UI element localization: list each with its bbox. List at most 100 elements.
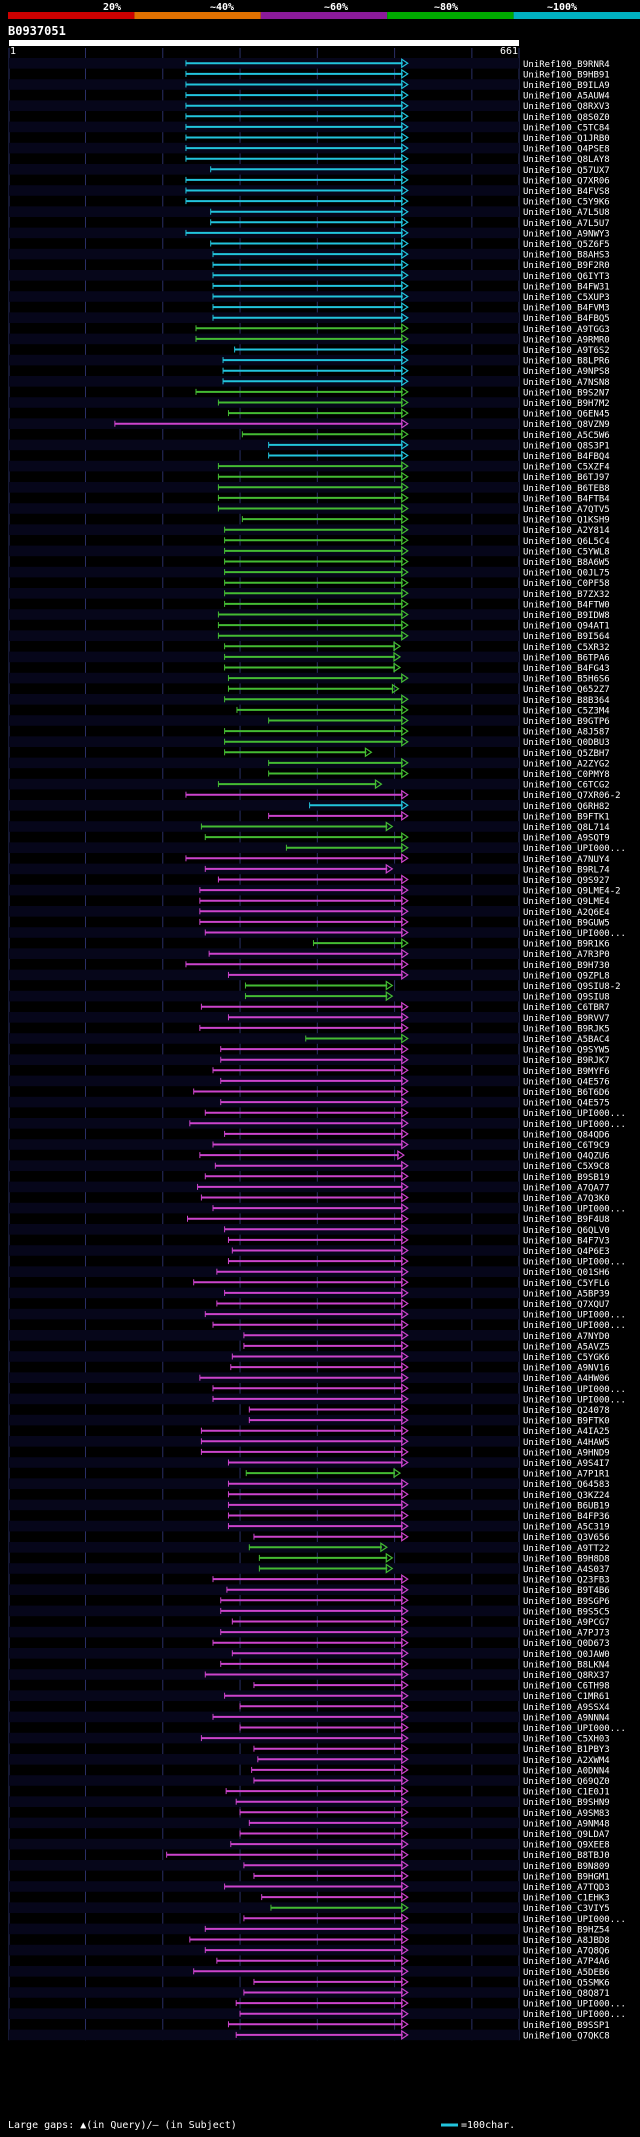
hit-label[interactable]: UniRef100_UPI000... [523, 844, 626, 854]
hit-row[interactable]: UniRef100_A2Q6E4 [9, 906, 610, 918]
hit-label[interactable]: UniRef100_UPI000... [523, 1321, 626, 1331]
hit-row[interactable]: UniRef100_B9RJK5 [199, 1022, 610, 1035]
hit-label[interactable]: UniRef100_B9S5C5 [523, 1607, 610, 1617]
hit-label[interactable]: UniRef100_B7ZX32 [523, 590, 610, 600]
hit-row[interactable]: UniRef100_A9NNN4 [9, 1711, 610, 1724]
hit-label[interactable]: UniRef100_A7P1R1 [523, 1470, 610, 1480]
hit-label[interactable]: UniRef100_Q9LME4 [523, 897, 610, 907]
hit-label[interactable]: UniRef100_A7R3P0 [523, 950, 610, 960]
hit-label[interactable]: UniRef100_B9F4U8 [523, 1215, 610, 1225]
hit-row[interactable]: UniRef100_B9S5C5 [9, 1605, 610, 1618]
hit-label[interactable]: UniRef100_Q9XEE8 [523, 1841, 610, 1851]
hit-row[interactable]: UniRef100_C0PMY8 [268, 768, 610, 781]
hit-row[interactable]: UniRef100_C5Y9K6 [185, 195, 610, 208]
hit-label[interactable]: UniRef100_UPI000... [523, 1311, 626, 1321]
hit-label[interactable]: UniRef100_A8JBD8 [523, 1936, 610, 1946]
hit-label[interactable]: UniRef100_UPI000... [523, 1915, 626, 1925]
hit-label[interactable]: UniRef100_B9SB19 [523, 1173, 610, 1183]
hit-row[interactable]: UniRef100_B1PBY3 [253, 1743, 610, 1756]
hit-label[interactable]: UniRef100_A8J587 [523, 728, 610, 738]
hit-label[interactable]: UniRef100_B8A6W5 [523, 558, 610, 568]
hit-row[interactable]: UniRef100_A9PCG7 [231, 1616, 610, 1629]
hit-label[interactable]: UniRef100_B9S2N7 [523, 388, 610, 398]
hit-row[interactable]: UniRef100_Q8S3P1 [9, 439, 610, 452]
hit-label[interactable]: UniRef100_Q1KSH9 [523, 516, 610, 526]
hit-label[interactable]: UniRef100_A9SM83 [523, 1809, 610, 1819]
hit-row[interactable]: UniRef100_Q4E576 [9, 1075, 610, 1088]
hit-row[interactable]: UniRef100_Q4E575 [9, 1096, 610, 1109]
hit-label[interactable]: UniRef100_B9HZ54 [523, 1925, 610, 1935]
hit-row[interactable]: UniRef100_B5H6S6 [9, 672, 610, 685]
hit-row[interactable]: UniRef100_A9T6S2 [234, 344, 610, 357]
hit-row[interactable]: UniRef100_A9SM83 [239, 1807, 610, 1819]
hit-label[interactable]: UniRef100_A7PJ73 [523, 1629, 610, 1639]
hit-row[interactable]: UniRef100_B4FVM3 [212, 301, 610, 314]
hit-label[interactable]: UniRef100_Q0DBU3 [523, 738, 610, 748]
hit-row[interactable]: UniRef100_B4FVS8 [9, 185, 610, 197]
hit-row[interactable]: UniRef100_C5YFL6 [193, 1277, 610, 1289]
hit-label[interactable]: UniRef100_Q1JRB0 [523, 134, 610, 144]
hit-label[interactable]: UniRef100_A5DEB6 [523, 1968, 610, 1978]
hit-row[interactable]: UniRef100_Q1KSH9 [241, 513, 610, 526]
hit-row[interactable]: UniRef100_B9H7M2 [9, 397, 610, 409]
hit-row[interactable]: UniRef100_B4FG43 [224, 662, 610, 675]
hit-row[interactable]: UniRef100_B4FBQ5 [9, 312, 610, 324]
hit-row[interactable]: UniRef100_A5AVZ5 [243, 1340, 610, 1353]
hit-row[interactable]: UniRef100_Q5ZBH7 [224, 747, 610, 759]
hit-label[interactable]: UniRef100_A9NPS8 [523, 367, 610, 377]
hit-row[interactable]: UniRef100_A7QA77 [9, 1181, 610, 1194]
hit-row[interactable]: UniRef100_UPI000... [9, 1202, 626, 1215]
hit-row[interactable]: UniRef100_A9S4I7 [9, 1457, 610, 1469]
hit-label[interactable]: UniRef100_B4FVS8 [523, 187, 610, 197]
hit-row[interactable]: UniRef100_B9HZ54 [9, 1923, 610, 1936]
hit-row[interactable]: UniRef100_C5TC84 [9, 121, 610, 134]
hit-row[interactable]: UniRef100_B8A6W5 [224, 556, 610, 569]
hit-label[interactable]: UniRef100_A9SSX4 [523, 1703, 610, 1713]
hit-row[interactable]: UniRef100_B4FBQ4 [268, 450, 610, 463]
hit-label[interactable]: UniRef100_A4S037 [523, 1565, 610, 1575]
hit-label[interactable]: UniRef100_Q9SIU8-2 [523, 982, 621, 992]
hit-row[interactable]: UniRef100_Q57UX7 [9, 164, 610, 176]
hit-row[interactable]: UniRef100_B9HB91 [185, 68, 610, 81]
hit-row[interactable]: UniRef100_C3VIY5 [9, 1902, 610, 1914]
hit-label[interactable]: UniRef100_B9T4B6 [523, 1586, 610, 1596]
hit-row[interactable]: UniRef100_B9GUW5 [199, 916, 610, 929]
hit-label[interactable]: UniRef100_Q84QD6 [523, 1130, 610, 1140]
hit-label[interactable]: UniRef100_Q8L714 [523, 823, 610, 833]
hit-row[interactable]: UniRef100_Q9LME4-2 [9, 884, 621, 897]
hit-label[interactable]: UniRef100_Q6RH82 [523, 802, 610, 812]
hit-row[interactable]: UniRef100_B9R1K6 [312, 937, 610, 950]
hit-row[interactable]: UniRef100_C5YWL8 [9, 545, 610, 558]
hit-row[interactable]: UniRef100_UPI000... [9, 1118, 626, 1130]
hit-row[interactable]: UniRef100_A5C319 [9, 1520, 610, 1533]
hit-row[interactable]: UniRef100_B9IDW8 [9, 609, 610, 621]
hit-label[interactable]: UniRef100_UPI000... [523, 1385, 626, 1395]
hit-label[interactable]: UniRef100_B8TBJ0 [523, 1851, 610, 1861]
hit-row[interactable]: UniRef100_B9RVV7 [9, 1012, 610, 1024]
hit-row[interactable]: UniRef100_C1EHK3 [261, 1891, 610, 1904]
hit-label[interactable]: UniRef100_A9PCG7 [523, 1618, 610, 1628]
hit-label[interactable]: UniRef100_C5XR32 [523, 643, 610, 653]
hit-label[interactable]: UniRef100_B6T6D6 [523, 1088, 610, 1098]
hit-row[interactable]: UniRef100_A7QTV5 [9, 503, 610, 515]
hit-row[interactable]: UniRef100_B8AHS3 [9, 248, 610, 261]
hit-label[interactable]: UniRef100_Q6L5C4 [523, 537, 610, 547]
hit-row[interactable]: UniRef100_A7NSN8 [9, 376, 610, 388]
hit-row[interactable]: UniRef100_Q4QZU6 [199, 1149, 610, 1162]
hit-row[interactable]: UniRef100_Q9S927 [217, 874, 610, 887]
hit-row[interactable]: UniRef100_B9H8D8 [258, 1552, 610, 1565]
hit-row[interactable]: UniRef100_B9N809 [9, 1860, 610, 1872]
hit-row[interactable]: UniRef100_A0DNN4 [251, 1764, 610, 1777]
hit-row[interactable]: UniRef100_A7NUY4 [185, 853, 610, 865]
hit-label[interactable]: UniRef100_B9H730 [523, 961, 610, 971]
hit-row[interactable]: UniRef100_B9T4B6 [9, 1584, 610, 1596]
hit-row[interactable]: UniRef100_B4FTB4 [217, 492, 610, 505]
hit-label[interactable]: UniRef100_Q9ZPL8 [523, 971, 610, 981]
hit-row[interactable]: UniRef100_Q0D673 [212, 1637, 610, 1650]
hit-label[interactable]: UniRef100_Q9LME4-2 [523, 887, 621, 897]
hit-row[interactable]: UniRef100_Q8LAY8 [185, 153, 610, 166]
hit-label[interactable]: UniRef100_B9SHN9 [523, 1798, 610, 1808]
hit-label[interactable]: UniRef100_UPI000... [523, 1205, 626, 1215]
hit-row[interactable]: UniRef100_Q8VZN9 [9, 418, 610, 430]
hit-label[interactable]: UniRef100_B4FBQ5 [523, 314, 610, 324]
